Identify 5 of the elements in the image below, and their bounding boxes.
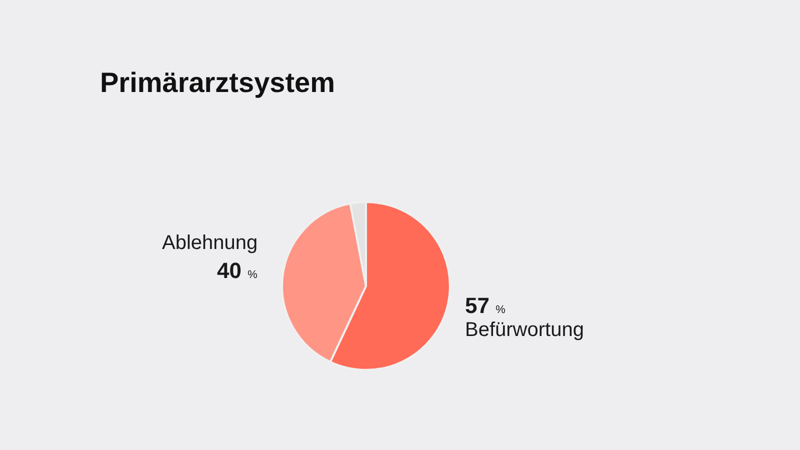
slice-label: Ablehnung xyxy=(162,232,258,254)
slice-label: Befürwortung xyxy=(465,319,584,341)
data-label: 40 % xyxy=(217,258,258,283)
chart-title: Primärarztsystem xyxy=(100,66,336,98)
data-label: 57 % xyxy=(465,293,506,318)
